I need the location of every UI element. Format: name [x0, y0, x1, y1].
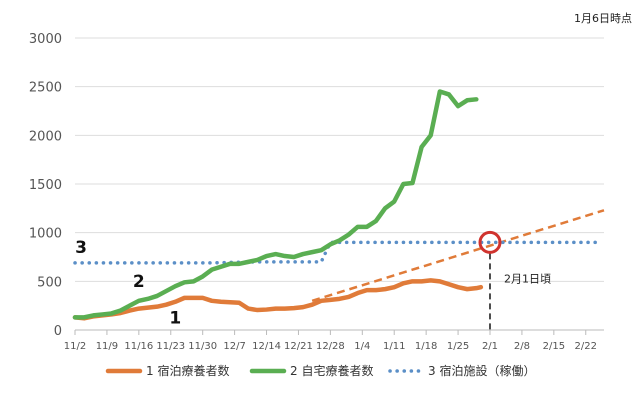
- chart-annotation-date: 1月6日時点: [574, 12, 632, 25]
- x-tick-label: 2/22: [575, 341, 597, 352]
- x-tick-label: 12/7: [223, 341, 245, 352]
- x-tick-label: 2/8: [514, 341, 530, 352]
- legend-label-1: 1 宿泊療養者数: [146, 363, 229, 378]
- projection-line: [311, 209, 605, 302]
- plot-area: 2月1日頃: [72, 89, 605, 330]
- x-tick-label: 1/25: [447, 341, 469, 352]
- x-tick-label: 1/18: [415, 341, 437, 352]
- y-tick-label: 2500: [29, 81, 62, 96]
- x-axis: 11/2 11/9 11/16 11/23 11/30 12/7 12/14 12/21 12/…: [64, 329, 604, 352]
- series-number-label-3: 3: [75, 238, 87, 258]
- legend-item-2: 2 自宅療養者数: [249, 363, 373, 378]
- y-tick-label: 1500: [29, 178, 62, 193]
- series-number-label-2: 2: [133, 272, 145, 292]
- x-tick-label: 11/2: [64, 341, 86, 352]
- x-tick-label: 11/16: [124, 341, 153, 352]
- legend-item-1: 1 宿泊療養者数: [105, 363, 229, 378]
- crossing-label: 2月1日頃: [504, 272, 551, 285]
- y-tick-label: 0: [54, 324, 62, 339]
- legend: 1 宿泊療養者数 2 自宅療養者数 3 宿泊施設（稼働）: [105, 363, 535, 378]
- series-number-label-1: 1: [169, 308, 181, 328]
- x-tick-label: 2/1: [482, 341, 498, 352]
- y-tick-label: 2000: [29, 129, 62, 144]
- y-axis: 0 500 1000 1500 2000 2500 3000: [29, 32, 62, 339]
- x-tick-label: 11/30: [188, 341, 217, 352]
- crossing-marker-circle: [478, 230, 502, 254]
- x-tick-label: 12/28: [316, 341, 345, 352]
- x-tick-label: 11/9: [96, 341, 118, 352]
- x-tick-label: 12/21: [284, 341, 313, 352]
- legend-label-2: 2 自宅療養者数: [290, 363, 373, 378]
- y-tick-label: 3000: [29, 32, 62, 47]
- y-tick-label: 1000: [29, 227, 62, 242]
- x-tick-label: 11/23: [156, 341, 185, 352]
- x-tick-label: 2/15: [543, 341, 565, 352]
- series-line-2: [72, 89, 479, 320]
- x-tick-label: 1/4: [354, 341, 370, 352]
- legend-item-3: 3 宿泊施設（稼働）: [388, 363, 535, 378]
- y-tick-label: 500: [37, 275, 62, 290]
- x-tick-label: 1/11: [383, 341, 405, 352]
- series-line-1: [72, 278, 484, 321]
- series-line-3: [73, 240, 602, 265]
- series-number-labels: 1 2 3: [75, 238, 181, 329]
- x-tick-label: 12/14: [252, 341, 281, 352]
- gridlines: [75, 37, 604, 282]
- legend-label-3: 3 宿泊施設（稼働）: [428, 363, 535, 378]
